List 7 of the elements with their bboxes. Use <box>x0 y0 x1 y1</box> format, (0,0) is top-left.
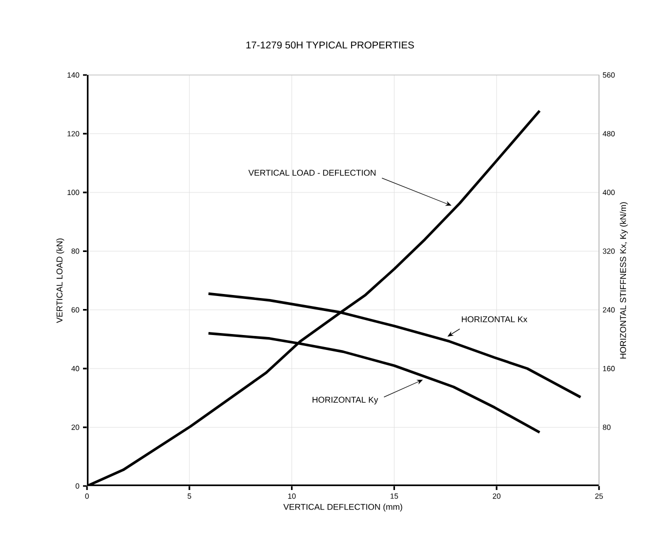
x-axis-title: VERTICAL DEFLECTION (mm) <box>283 504 402 512</box>
annotation: VERTICAL LOAD - DEFLECTION <box>248 170 376 176</box>
annotation: HORIZONTAL Ky <box>312 396 378 404</box>
chart-title: 17-1279 50H TYPICAL PROPERTIES <box>246 41 414 49</box>
y-axis-title: VERTICAL LOAD (kN) <box>56 238 64 323</box>
y2-axis-title: HORIZONTAL STIFFNESS Kx, Ky (kN/m) <box>620 202 628 359</box>
annotation: HORIZONTAL Kx <box>462 316 528 322</box>
